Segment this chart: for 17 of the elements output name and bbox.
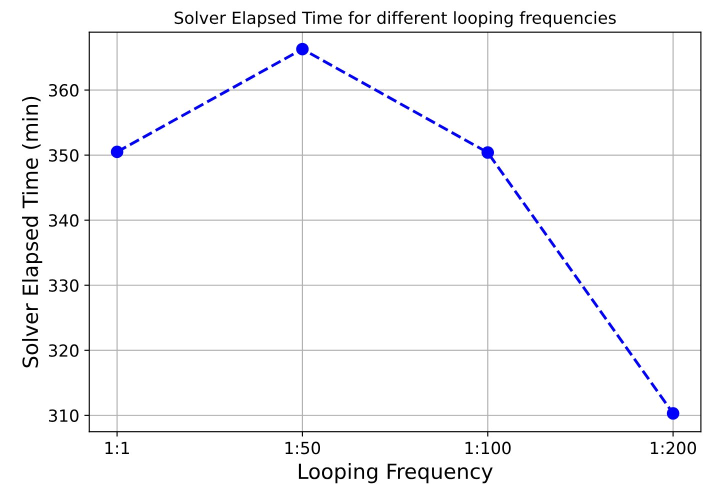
x-tick-label: 1:50 xyxy=(286,442,320,454)
x-axis-title: Looping Frequency xyxy=(298,463,493,484)
x-tick-label: 1:100 xyxy=(466,442,511,454)
x-tick-label: 1:200 xyxy=(650,442,696,454)
point xyxy=(666,407,680,420)
y-tick-label: 350 xyxy=(49,149,78,162)
y-axis-title: Solver Elapsed Time (min) xyxy=(22,96,42,368)
y-tick-label: 340 xyxy=(49,214,78,227)
chart-title: Solver Elapsed Time for different looping frequencies xyxy=(174,11,616,28)
y-tick-label: 330 xyxy=(49,279,78,292)
y-tick-label: 310 xyxy=(49,409,78,422)
point xyxy=(482,146,494,159)
x-tick-label: 1:1 xyxy=(106,442,129,454)
y-tick-label: 320 xyxy=(49,344,78,357)
point xyxy=(110,146,124,158)
y-tick-label: 360 xyxy=(49,84,78,97)
point xyxy=(296,42,309,56)
